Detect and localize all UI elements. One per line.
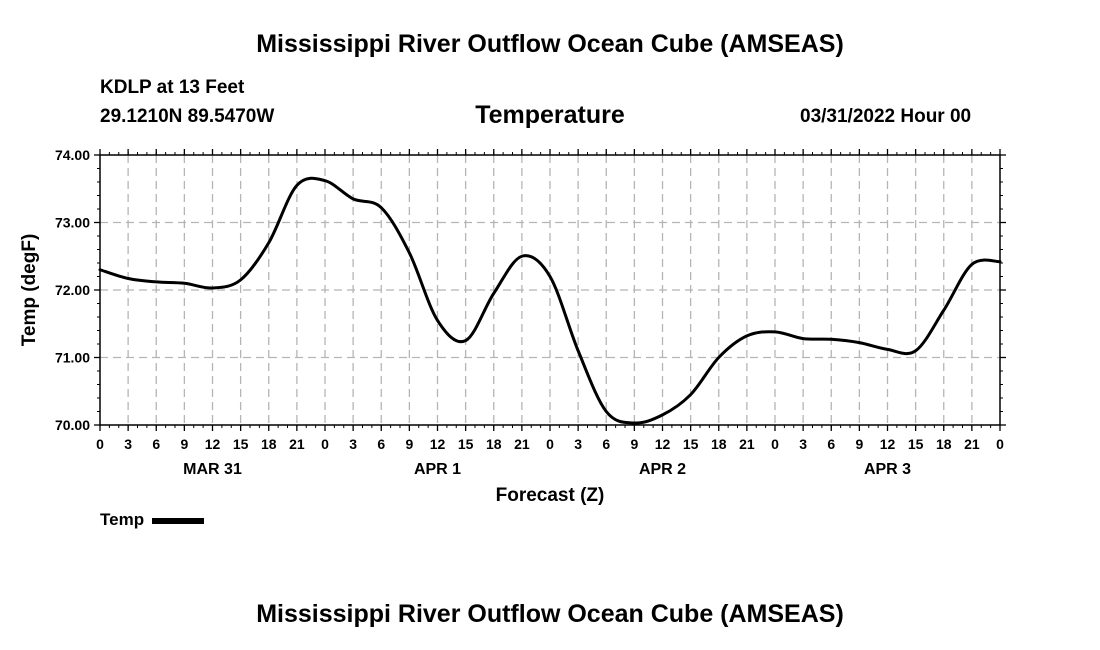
- x-tick-labels: 0 3 6 9 12 15 18 21 0 3 6 9 12 15 18 21 0 3 6 9 12 15 18 21 0 3 6 9…: [96, 436, 1004, 452]
- x-tick-label: 3: [349, 436, 357, 452]
- x-axis-label: Forecast (Z): [496, 485, 605, 506]
- x-tick-label: 18: [261, 436, 277, 452]
- x-tick-label: 18: [486, 436, 502, 452]
- y-tick-label: 71.00: [55, 350, 90, 366]
- x-tick-label: 9: [180, 436, 188, 452]
- day-label: APR 1: [414, 461, 461, 478]
- y-tick-labels: 70.00 71.00 72.00 73.00 74.00: [55, 147, 90, 433]
- x-tick-label: 12: [430, 436, 446, 452]
- x-tick-label: 21: [514, 436, 530, 452]
- x-tick-label: 9: [855, 436, 863, 452]
- x-tick-label: 0: [771, 436, 779, 452]
- chart-title: Mississippi River Outflow Ocean Cube (AM…: [256, 30, 844, 58]
- y-tick-label: 72.00: [55, 282, 90, 298]
- day-labels: MAR 31 APR 1 APR 2 APR 3: [183, 461, 911, 478]
- x-tick-label: 15: [683, 436, 699, 452]
- x-tick-label: 15: [233, 436, 249, 452]
- y-tick-label: 70.00: [55, 417, 90, 433]
- x-tick-label: 12: [205, 436, 221, 452]
- x-tick-label: 12: [655, 436, 671, 452]
- x-tick-label: 12: [880, 436, 896, 452]
- x-tick-label: 15: [458, 436, 474, 452]
- y-tick-label: 73.00: [55, 215, 90, 231]
- series-line-temp: [98, 176, 1002, 425]
- x-tick-label: 6: [827, 436, 835, 452]
- day-label: APR 2: [639, 461, 686, 478]
- legend: Temp: [100, 510, 205, 530]
- day-label: MAR 31: [183, 461, 242, 478]
- grid-lines: [100, 155, 1000, 425]
- y-axis-label: Temp (degF): [19, 234, 40, 347]
- footer-title: Mississippi River Outflow Ocean Cube (AM…: [256, 600, 844, 628]
- x-tick-label: 21: [964, 436, 980, 452]
- x-tick-label: 6: [152, 436, 160, 452]
- legend-swatch-temp: [152, 517, 205, 524]
- x-tick-label: 9: [630, 436, 638, 452]
- forecast-datetime: 03/31/2022 Hour 00: [800, 106, 972, 127]
- station-label: KDLP at 13 Feet: [100, 77, 245, 98]
- x-tick-label: 9: [405, 436, 413, 452]
- x-tick-label: 0: [96, 436, 104, 452]
- x-tick-label: 6: [377, 436, 385, 452]
- variable-title: Temperature: [475, 101, 625, 129]
- station-coords: 29.1210N 89.5470W: [100, 106, 275, 127]
- x-tick-label: 18: [711, 436, 727, 452]
- y-tick-label: 74.00: [55, 147, 90, 163]
- legend-label-temp: Temp: [100, 510, 145, 529]
- x-tick-label: 0: [321, 436, 329, 452]
- x-tick-label: 3: [799, 436, 807, 452]
- x-tick-label: 6: [602, 436, 610, 452]
- axis-ticks: [94, 149, 1006, 431]
- x-tick-label: 0: [996, 436, 1004, 452]
- x-tick-label: 0: [546, 436, 554, 452]
- day-label: APR 3: [864, 461, 911, 478]
- x-tick-label: 18: [936, 436, 952, 452]
- x-tick-label: 3: [574, 436, 582, 452]
- x-tick-label: 21: [739, 436, 755, 452]
- x-tick-label: 15: [908, 436, 924, 452]
- x-tick-label: 21: [289, 436, 305, 452]
- x-tick-label: 3: [124, 436, 132, 452]
